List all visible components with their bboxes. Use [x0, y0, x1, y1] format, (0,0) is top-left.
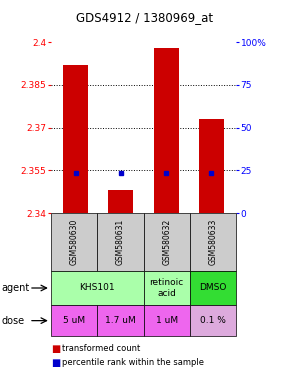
Bar	[63, 65, 88, 213]
Text: transformed count: transformed count	[62, 344, 141, 353]
Text: GSM580632: GSM580632	[162, 219, 171, 265]
Text: GSM580633: GSM580633	[209, 219, 218, 265]
Text: percentile rank within the sample: percentile rank within the sample	[62, 358, 204, 367]
Text: retinoic
acid: retinoic acid	[150, 278, 184, 298]
Text: DMSO: DMSO	[200, 283, 227, 293]
Text: agent: agent	[1, 283, 30, 293]
Text: 1 uM: 1 uM	[156, 316, 178, 325]
Text: GDS4912 / 1380969_at: GDS4912 / 1380969_at	[77, 11, 213, 24]
Text: dose: dose	[1, 316, 25, 326]
Text: ■: ■	[51, 344, 60, 354]
Text: GSM580631: GSM580631	[116, 219, 125, 265]
Bar	[108, 190, 133, 213]
Text: GSM580630: GSM580630	[69, 219, 79, 265]
Bar	[199, 119, 224, 213]
Text: ■: ■	[51, 358, 60, 368]
Text: 1.7 uM: 1.7 uM	[105, 316, 136, 325]
Bar	[154, 48, 179, 213]
Text: 5 uM: 5 uM	[63, 316, 85, 325]
Text: 0.1 %: 0.1 %	[200, 316, 226, 325]
Text: KHS101: KHS101	[79, 283, 115, 293]
